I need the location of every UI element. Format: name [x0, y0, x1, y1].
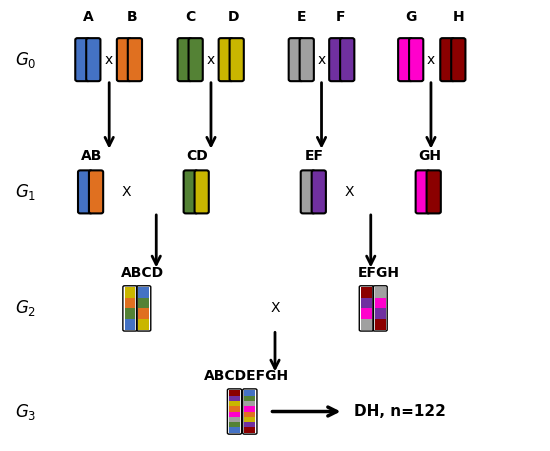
Bar — [375, 298, 386, 308]
Bar — [124, 287, 135, 298]
Bar — [244, 417, 255, 422]
Bar — [361, 319, 372, 330]
Text: CD: CD — [186, 149, 208, 163]
Bar — [229, 401, 240, 406]
Text: x: x — [317, 53, 326, 67]
Bar — [229, 422, 240, 428]
Bar — [138, 298, 149, 308]
Bar — [244, 390, 255, 396]
FancyBboxPatch shape — [427, 170, 441, 213]
Text: ABCD: ABCD — [121, 266, 164, 280]
Text: x: x — [104, 53, 113, 67]
Text: $G_2$: $G_2$ — [15, 299, 37, 318]
Bar — [375, 287, 386, 298]
FancyBboxPatch shape — [289, 38, 303, 81]
FancyBboxPatch shape — [451, 38, 465, 81]
Text: x: x — [207, 53, 215, 67]
FancyBboxPatch shape — [128, 38, 142, 81]
FancyBboxPatch shape — [219, 38, 233, 81]
FancyBboxPatch shape — [75, 38, 90, 81]
Bar — [361, 287, 372, 298]
FancyBboxPatch shape — [440, 38, 454, 81]
Text: C: C — [185, 10, 195, 24]
FancyBboxPatch shape — [329, 38, 343, 81]
Bar — [124, 298, 135, 308]
FancyBboxPatch shape — [229, 38, 244, 81]
Text: EFGH: EFGH — [358, 266, 400, 280]
Text: $G_0$: $G_0$ — [15, 50, 37, 69]
Bar — [124, 319, 135, 330]
Bar — [138, 308, 149, 319]
Bar — [138, 287, 149, 298]
Text: GH: GH — [418, 149, 441, 163]
FancyBboxPatch shape — [340, 38, 354, 81]
Text: DH, n=122: DH, n=122 — [354, 404, 446, 419]
Text: E: E — [296, 10, 306, 24]
FancyBboxPatch shape — [416, 170, 430, 213]
FancyBboxPatch shape — [409, 38, 424, 81]
Text: $G_3$: $G_3$ — [15, 401, 37, 422]
Bar — [244, 406, 255, 411]
FancyBboxPatch shape — [89, 170, 103, 213]
Text: X: X — [122, 185, 131, 199]
FancyBboxPatch shape — [184, 170, 198, 213]
FancyBboxPatch shape — [195, 170, 209, 213]
Text: D: D — [228, 10, 240, 24]
Bar — [229, 406, 240, 411]
Text: A: A — [82, 10, 93, 24]
FancyBboxPatch shape — [117, 38, 131, 81]
FancyBboxPatch shape — [189, 38, 203, 81]
Text: B: B — [126, 10, 137, 24]
FancyBboxPatch shape — [78, 170, 92, 213]
Bar — [229, 428, 240, 433]
FancyBboxPatch shape — [398, 38, 412, 81]
FancyBboxPatch shape — [178, 38, 192, 81]
Bar — [229, 411, 240, 417]
Bar — [244, 401, 255, 406]
Text: X: X — [344, 185, 354, 199]
Text: F: F — [336, 10, 345, 24]
Bar — [244, 422, 255, 428]
Bar — [124, 308, 135, 319]
Text: X: X — [270, 301, 280, 315]
Text: H: H — [453, 10, 464, 24]
FancyBboxPatch shape — [301, 170, 315, 213]
FancyBboxPatch shape — [312, 170, 326, 213]
Bar — [244, 428, 255, 433]
Text: EF: EF — [305, 149, 324, 163]
FancyBboxPatch shape — [300, 38, 314, 81]
Text: ABCDEFGH: ABCDEFGH — [204, 368, 289, 382]
Bar — [244, 411, 255, 417]
Bar — [229, 396, 240, 401]
Bar — [361, 298, 372, 308]
FancyBboxPatch shape — [86, 38, 101, 81]
Bar — [375, 319, 386, 330]
Bar — [229, 390, 240, 396]
Bar — [229, 417, 240, 422]
Text: G: G — [405, 10, 416, 24]
Text: x: x — [427, 53, 435, 67]
Bar — [361, 308, 372, 319]
Bar — [244, 396, 255, 401]
Bar — [138, 319, 149, 330]
Text: $G_1$: $G_1$ — [15, 182, 37, 202]
Bar — [375, 308, 386, 319]
Text: AB: AB — [81, 149, 102, 163]
